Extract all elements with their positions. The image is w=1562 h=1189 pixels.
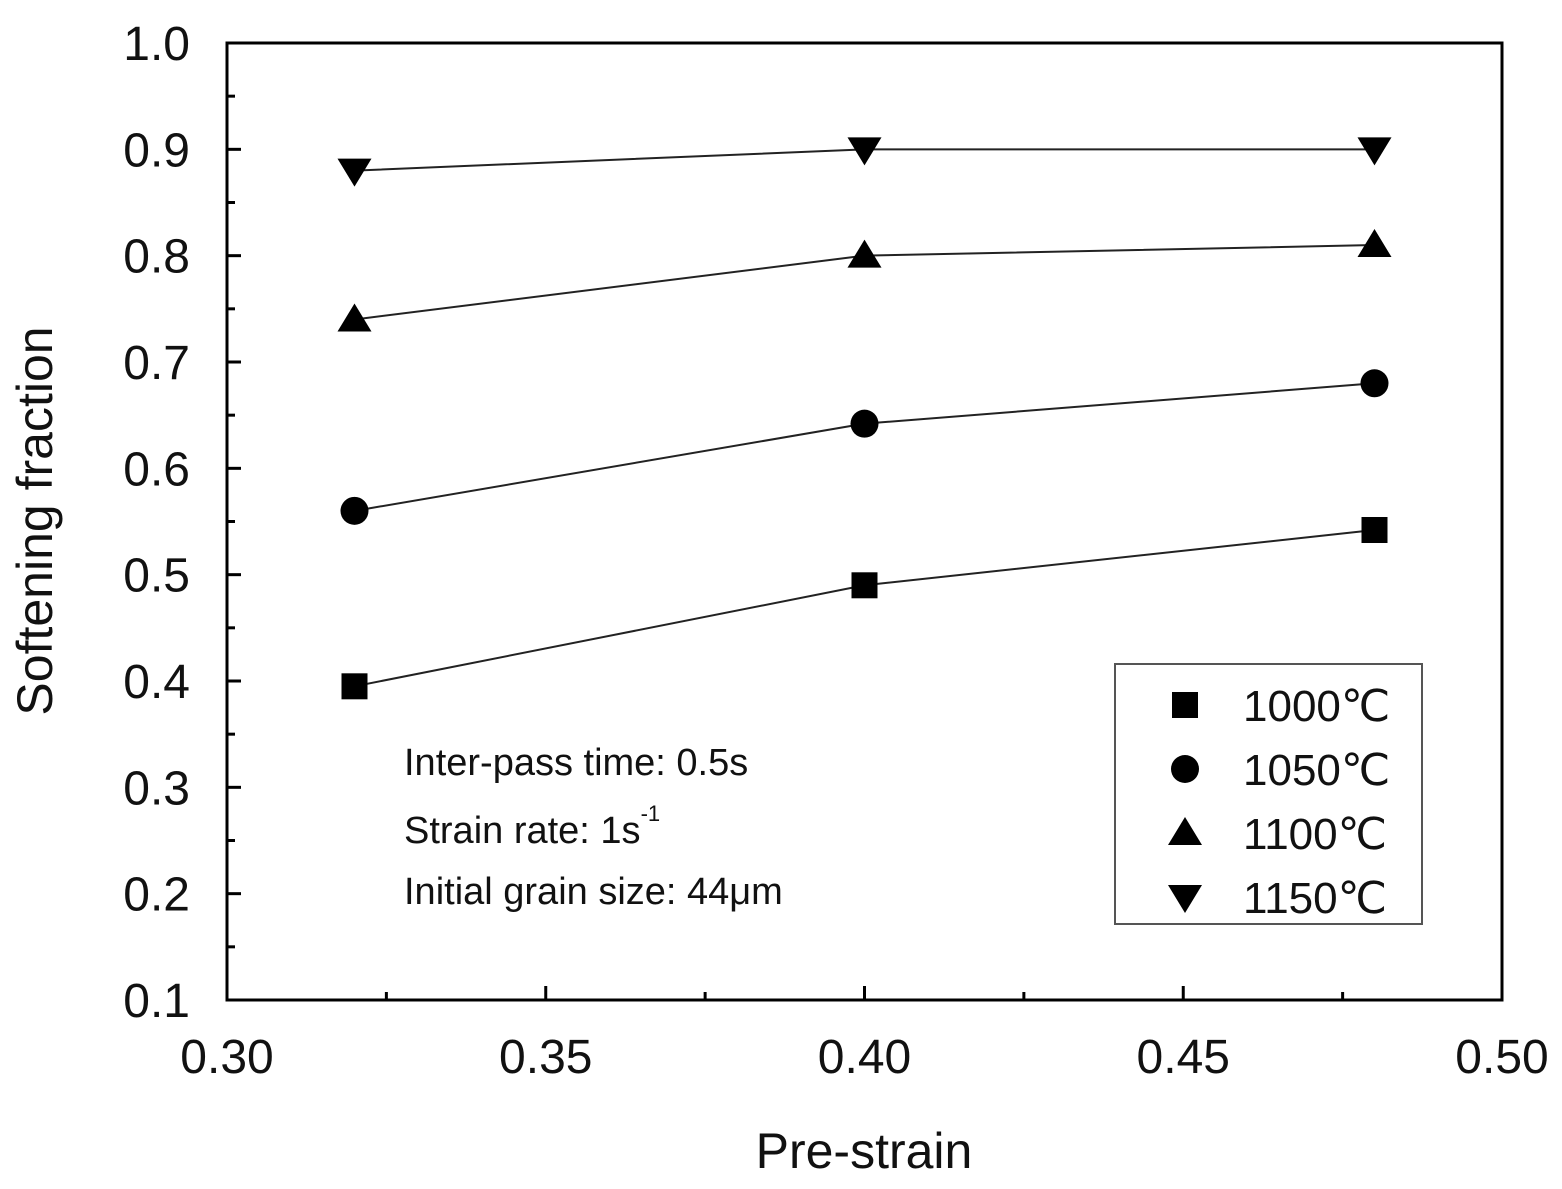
legend-marker — [1168, 885, 1202, 913]
annotation-strain-rate-text: Strain rate: 1s — [404, 810, 641, 852]
x-tick-label: 0.30 — [180, 1031, 273, 1084]
annotation-grain-size: Initial grain size: 44μm — [404, 871, 783, 913]
legend-item: 1050℃ — [1171, 746, 1390, 795]
y-tick-label: 0.1 — [123, 975, 190, 1028]
y-tick-label: 0.5 — [123, 550, 190, 603]
tick-labels: 0.30 0.35 0.40 0.45 0.50 0.1 0.2 0.3 0.4 0.5 0.6 0.… — [123, 18, 1548, 1084]
x-tick-label: 0.35 — [499, 1031, 592, 1084]
series-layer — [337, 137, 1392, 700]
legend-label: 1050℃ — [1243, 746, 1390, 795]
legend-marker — [1171, 755, 1199, 783]
series-0 — [341, 517, 1388, 700]
legend-label: 1000℃ — [1243, 682, 1390, 731]
legend-item: 1000℃ — [1172, 682, 1390, 731]
y-tick-label: 1.0 — [123, 18, 190, 71]
annotation-strain-rate-superscript: -1 — [641, 801, 661, 826]
y-tick-label: 0.4 — [123, 656, 190, 709]
data-point — [1361, 517, 1388, 544]
y-tick-label: 0.9 — [123, 124, 190, 177]
data-point — [850, 409, 879, 438]
series-3 — [337, 137, 1392, 187]
series-line — [354, 382, 1375, 512]
x-tick-label: 0.40 — [818, 1031, 911, 1084]
series-2 — [337, 229, 1392, 332]
data-point — [1357, 137, 1392, 166]
annotation-block: Inter-pass time: 0.5s Strain rate: 1s-1 … — [404, 742, 783, 913]
data-point — [341, 673, 368, 700]
data-point — [851, 572, 878, 599]
x-tick-label: 0.45 — [1137, 1031, 1230, 1084]
legend: 1000℃ 1050℃ 1100℃ 1150℃ — [1114, 663, 1423, 925]
legend-marker — [1168, 817, 1202, 845]
legend-label: 1150℃ — [1243, 874, 1387, 923]
legend-box — [1114, 663, 1423, 925]
legend-marker — [1172, 692, 1198, 718]
series-line — [354, 529, 1375, 688]
data-point — [1357, 229, 1392, 258]
annotation-strain-rate: Strain rate: 1s-1 — [404, 801, 660, 852]
legend-label: 1100℃ — [1243, 810, 1387, 859]
y-tick-label: 0.6 — [123, 443, 190, 496]
legend-item: 1150℃ — [1168, 874, 1387, 923]
data-point — [340, 496, 369, 525]
data-point — [847, 137, 882, 166]
y-tick-label: 0.8 — [123, 231, 190, 284]
data-point — [337, 158, 372, 187]
y-tick-label: 0.7 — [123, 337, 190, 390]
data-point — [1360, 369, 1389, 398]
x-tick-label: 0.50 — [1455, 1031, 1548, 1084]
annotation-inter-pass-time: Inter-pass time: 0.5s — [404, 742, 748, 784]
plot-frame — [225, 41, 1504, 1002]
legend-item: 1100℃ — [1168, 810, 1387, 859]
series-1 — [340, 369, 1389, 525]
y-tick-label: 0.2 — [123, 869, 190, 922]
y-axis-title: Softening fraction — [7, 326, 63, 715]
data-point — [337, 303, 372, 332]
data-point — [847, 239, 882, 268]
y-tick-label: 0.3 — [123, 762, 190, 815]
x-axis-title: Pre-strain — [756, 1123, 973, 1179]
